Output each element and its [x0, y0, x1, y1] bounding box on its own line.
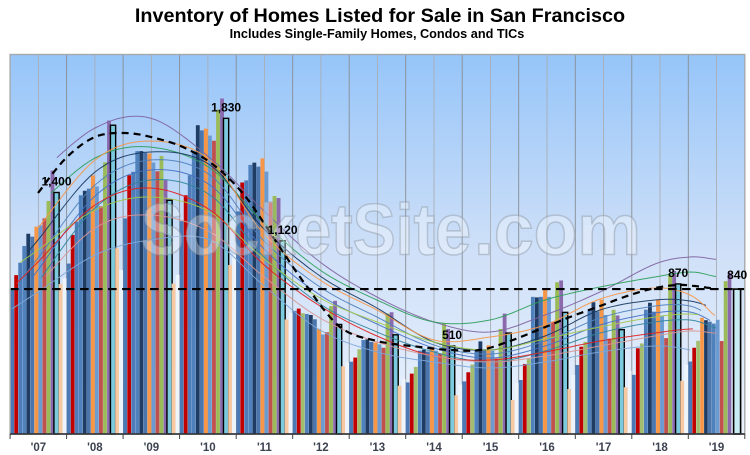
svg-text:1,120: 1,120: [268, 223, 298, 237]
svg-text:'15: '15: [483, 442, 499, 454]
svg-text:840: 840: [727, 268, 747, 282]
svg-text:.com: .com: [474, 191, 641, 271]
svg-text:'11: '11: [257, 442, 272, 454]
svg-text:SocketSite: SocketSite: [141, 191, 471, 271]
svg-text:'18: '18: [652, 442, 668, 454]
svg-text:'09: '09: [144, 442, 160, 454]
svg-text:1,400: 1,400: [41, 175, 71, 189]
svg-text:'17: '17: [596, 442, 612, 454]
svg-text:870: 870: [668, 266, 688, 280]
svg-text:1,830: 1,830: [211, 100, 241, 114]
svg-text:'19: '19: [709, 442, 725, 454]
svg-text:'08: '08: [87, 442, 103, 454]
svg-text:'07: '07: [31, 442, 47, 454]
svg-text:'16: '16: [539, 442, 555, 454]
svg-text:'10: '10: [200, 442, 216, 454]
svg-text:'12: '12: [313, 442, 329, 454]
svg-text:510: 510: [442, 328, 462, 342]
svg-text:'14: '14: [426, 442, 442, 454]
svg-text:'13: '13: [370, 442, 386, 454]
